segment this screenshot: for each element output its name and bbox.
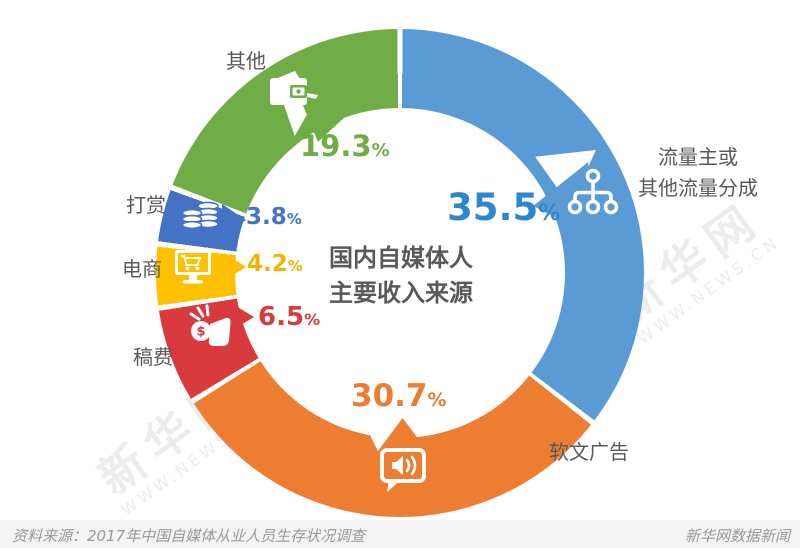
chart-title-line2: 主要收入来源 bbox=[329, 279, 473, 307]
donut-hole bbox=[235, 108, 565, 438]
slice-value-traffic: 35.5% bbox=[447, 186, 560, 229]
credit-caption: 新华网数据新闻 bbox=[684, 527, 790, 545]
slice-value-other: 19.3% bbox=[300, 129, 390, 163]
value-number: 19.3 bbox=[300, 129, 372, 163]
slice-label-ad: 软文广告 bbox=[549, 440, 629, 464]
percent-sign: % bbox=[286, 210, 302, 228]
percent-sign: % bbox=[304, 310, 321, 329]
percent-sign: % bbox=[287, 257, 303, 275]
slice-label-reward: 打赏 bbox=[126, 193, 166, 217]
value-number: 6.5 bbox=[258, 302, 305, 332]
hand-coin-icon: $ bbox=[189, 304, 231, 346]
wallet-icon bbox=[270, 71, 307, 105]
percent-sign: % bbox=[538, 201, 561, 226]
slice-value-reward: 3.8% bbox=[246, 204, 302, 230]
slice-label-other: 其他 bbox=[226, 49, 266, 73]
slice-label-manuscript: 稿费 bbox=[133, 345, 173, 369]
footer-bar: 资料来源：2017年中国自媒体从业人员生存状况调查 新华网数据新闻 bbox=[0, 520, 800, 548]
slice-value-manuscript: 6.5% bbox=[258, 302, 320, 332]
chart-title-line1: 国内自媒体人 bbox=[329, 244, 473, 272]
svg-text:$: $ bbox=[196, 325, 205, 340]
slice-label-traffic-line2: 其他流量分成 bbox=[638, 176, 758, 200]
slice-label-ecommerce: 电商 bbox=[122, 257, 162, 281]
slice-label-traffic: 流量主或 其他流量分成 bbox=[608, 142, 788, 204]
percent-sign: % bbox=[371, 140, 390, 161]
value-number: 3.8 bbox=[246, 204, 287, 230]
value-number: 35.5 bbox=[447, 186, 539, 229]
value-number: 4.2 bbox=[247, 251, 288, 277]
network-icon bbox=[567, 168, 619, 215]
chart-title: 国内自媒体人 主要收入来源 bbox=[295, 241, 507, 311]
coins-icon bbox=[181, 201, 219, 230]
megaphone-icon bbox=[380, 448, 426, 492]
slice-value-ad: 30.7% bbox=[351, 378, 447, 414]
percent-sign: % bbox=[427, 389, 447, 411]
value-number: 30.7 bbox=[351, 378, 428, 414]
source-note: 资料来源：2017年中国自媒体从业人员生存状况调查 bbox=[12, 527, 366, 545]
cart-monitor-icon bbox=[175, 250, 211, 284]
slice-label-traffic-line1: 流量主或 bbox=[658, 145, 738, 169]
slice-value-ecommerce: 4.2% bbox=[247, 251, 303, 277]
